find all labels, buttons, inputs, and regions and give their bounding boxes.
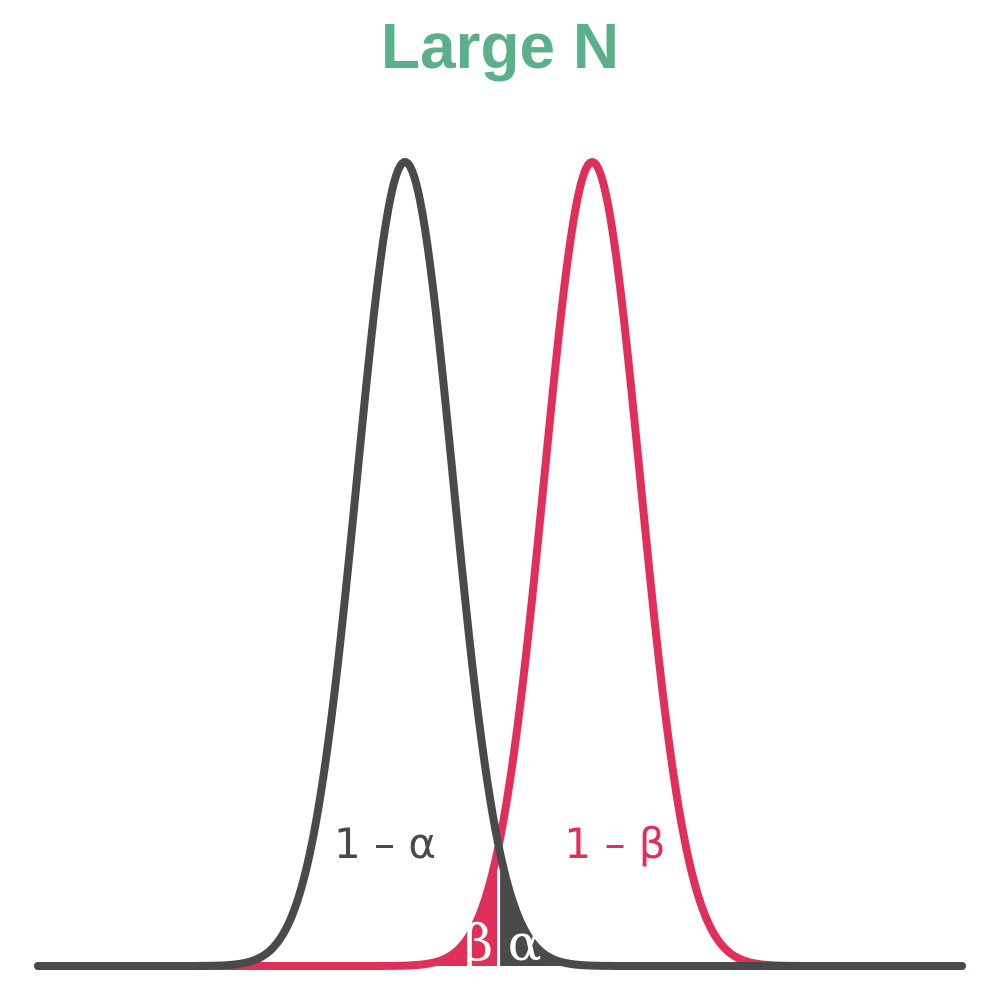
null-distribution-curve [34,158,966,970]
diagram-title: Large N [380,10,620,82]
alt-body-label: 1 – β [564,819,665,868]
beta-label: β [464,914,493,972]
null-body-label: 1 – α [334,819,436,868]
alpha-label: α [508,914,542,972]
